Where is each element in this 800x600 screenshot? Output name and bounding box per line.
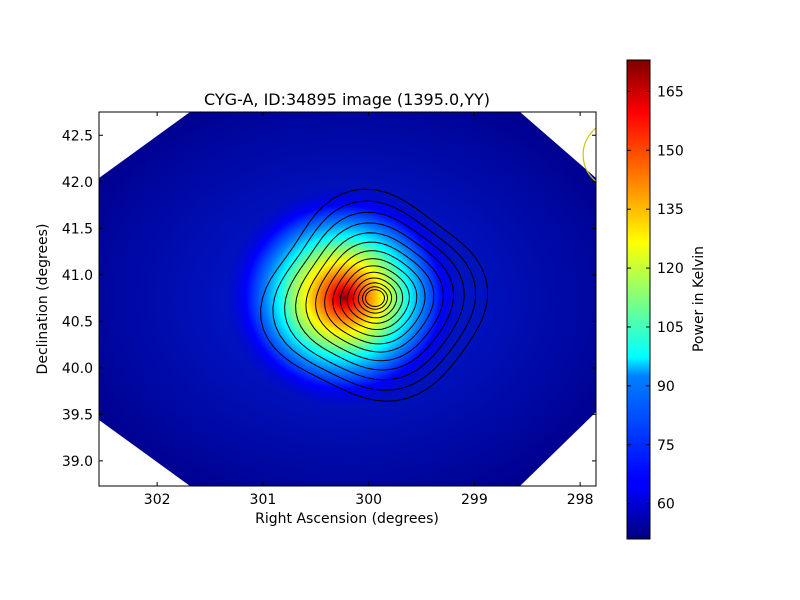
x-tick-label: 300	[355, 492, 382, 508]
y-tick-label: 41.0	[62, 268, 93, 284]
contour-line	[365, 289, 386, 308]
y-tick-label: 40.5	[62, 314, 93, 330]
colorbar-ticks: 60 75 90 105 120 135 150 165	[627, 84, 684, 513]
y-tick-label: 42.5	[62, 128, 93, 144]
contour-lines	[260, 188, 488, 402]
y-tick-label: 40.0	[62, 361, 93, 377]
x-tick-label: 302	[144, 492, 171, 508]
colorbar-label: Power in Kelvin	[691, 246, 707, 352]
contour-line	[352, 277, 398, 319]
contour-line	[295, 222, 455, 371]
colorbar-tick-label: 75	[657, 438, 675, 454]
y-tick-label: 39.5	[62, 407, 93, 423]
y-tick-label: 41.5	[62, 221, 93, 237]
colorbar: 60 75 90 105 120 135 150 165 Power in Kelvin	[626, 59, 707, 540]
x-axis-label: Right Ascension (degrees)	[255, 511, 439, 527]
x-axis: 302 301 300 299 298	[144, 112, 594, 508]
contour-line	[324, 250, 426, 345]
beam-marker	[582, 127, 596, 183]
contour-line	[260, 188, 488, 402]
contour-line	[272, 200, 477, 391]
plot-frame	[98, 111, 597, 487]
colorbar-tick-label: 105	[657, 320, 684, 336]
chart-title: CYG-A, ID:34895 image (1395.0,YY)	[204, 90, 490, 109]
y-tick-label: 39.0	[62, 454, 93, 470]
contour-line	[315, 241, 435, 353]
x-tick-label: 298	[567, 492, 594, 508]
contour-line	[346, 271, 404, 324]
contour-line	[362, 286, 388, 310]
contour-line	[339, 265, 410, 330]
colorbar-tick-label: 120	[657, 261, 684, 277]
x-tick-label: 299	[461, 492, 488, 508]
y-axis: 39.0 39.5 40.0 40.5 41.0 41.5 42.0 42.5	[62, 128, 596, 470]
contour-line	[332, 258, 418, 337]
contour-line	[284, 211, 465, 381]
colorbar-tick-label: 165	[657, 84, 684, 100]
y-tick-label: 42.0	[62, 175, 93, 191]
colorbar-tick-label: 90	[657, 379, 675, 395]
heatmap-image	[99, 112, 596, 486]
colorbar-scale	[626, 59, 651, 540]
contour-line	[357, 282, 393, 314]
colorbar-tick-label: 135	[657, 202, 684, 218]
contour-line	[305, 232, 444, 362]
x-tick-label: 301	[250, 492, 277, 508]
y-axis-label: Declination (degrees)	[35, 224, 51, 375]
colorbar-tick-label: 60	[657, 497, 675, 513]
colorbar-tick-label: 150	[657, 143, 684, 159]
source-emission	[224, 185, 464, 409]
